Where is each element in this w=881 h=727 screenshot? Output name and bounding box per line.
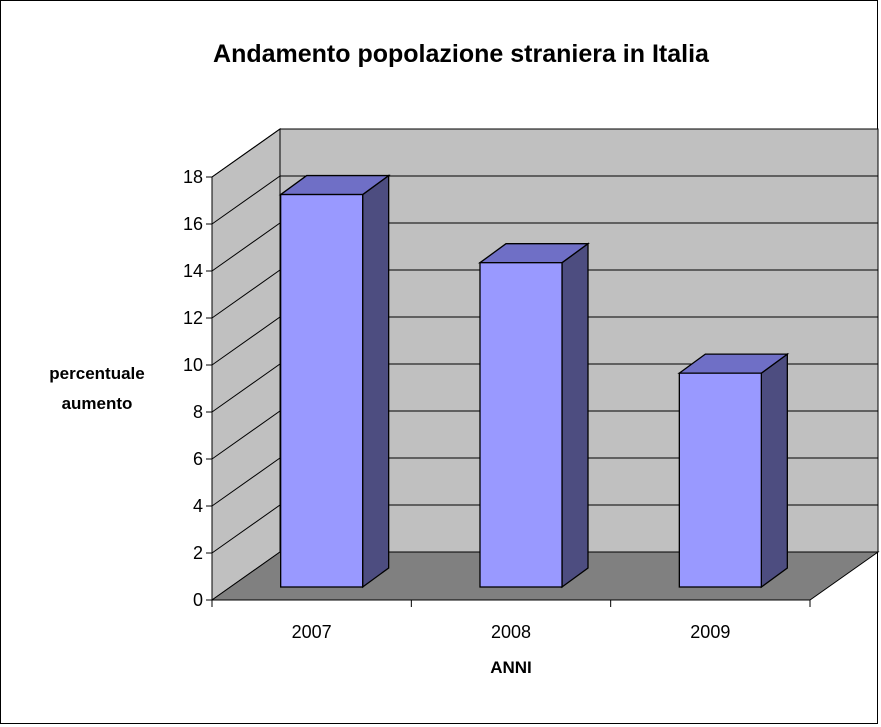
y-tick-label: 8 <box>193 402 203 422</box>
y-tick-labels: 0 2 4 6 8 10 12 14 16 18 <box>183 167 203 610</box>
gridline <box>211 269 878 319</box>
bar-side <box>362 174 390 589</box>
y-tick-label: 18 <box>183 167 203 187</box>
chart-title: Andamento popolazione straniera in Itali… <box>213 40 710 68</box>
y-tick-label: 16 <box>183 214 203 234</box>
y-tick-label: 0 <box>193 590 203 610</box>
axes <box>206 176 811 607</box>
bar-side <box>561 242 589 589</box>
bar-front <box>479 262 563 588</box>
gridline <box>211 128 878 178</box>
y-axis-title-line-2: aumento <box>62 394 133 413</box>
y-axis-title-line-1: percentuale <box>49 364 144 383</box>
gridline <box>211 175 878 225</box>
y-tick-label: 10 <box>183 355 203 375</box>
x-tick-label: 2009 <box>690 622 730 642</box>
gridline <box>211 504 878 554</box>
x-tick-labels: 2007 2008 2009 <box>292 622 731 642</box>
bar <box>478 242 590 589</box>
bar-front <box>280 193 364 588</box>
gridline <box>211 316 878 366</box>
x-tick-label: 2007 <box>292 622 332 642</box>
gridline <box>211 222 878 272</box>
y-tick-label: 12 <box>183 308 203 328</box>
bars <box>278 174 790 589</box>
bar-side <box>760 352 788 589</box>
gridline <box>211 410 878 460</box>
gridlines <box>211 128 878 554</box>
x-tick-label: 2008 <box>491 622 531 642</box>
y-tick-label: 14 <box>183 261 203 281</box>
bar-front <box>678 372 762 588</box>
y-tick-label: 6 <box>193 449 203 469</box>
gridline <box>211 363 878 413</box>
gridline <box>211 457 878 507</box>
y-tick-label: 4 <box>193 496 203 516</box>
bar <box>677 352 790 589</box>
bar <box>278 174 391 589</box>
y-tick-label: 2 <box>193 543 203 563</box>
x-axis-title: ANNI <box>490 658 532 677</box>
